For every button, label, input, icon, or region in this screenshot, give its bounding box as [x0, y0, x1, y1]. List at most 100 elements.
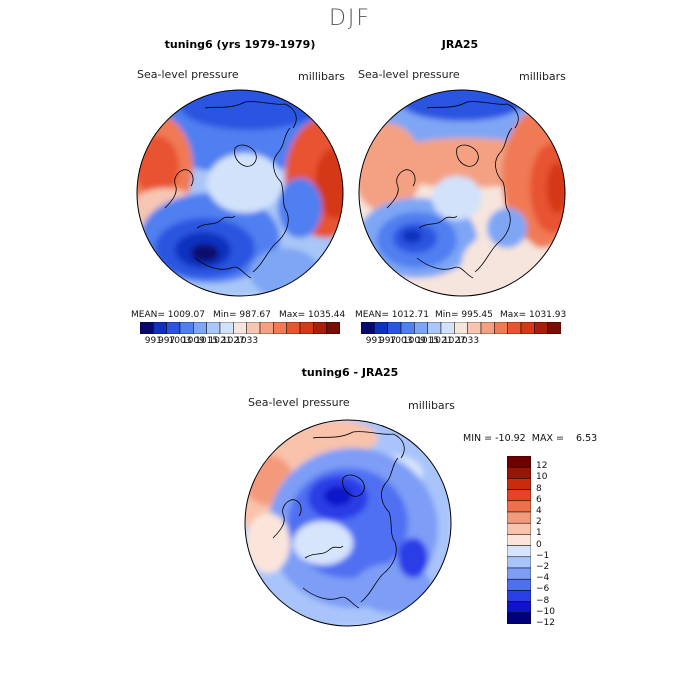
- colorbar-tick-label: 991: [365, 336, 383, 346]
- colorbar-tick-label: −2: [536, 562, 550, 572]
- panel-2-colorbar-labels: 991 997 1003 1009 1015 1021 1027 1033: [361, 336, 561, 348]
- panel-2-min: Min= 995.45: [435, 310, 493, 320]
- panel-1-field-label: Sea-level pressure: [137, 68, 239, 81]
- colorbar-swatch: [507, 489, 531, 502]
- colorbar-tick-label: 12: [536, 461, 548, 472]
- colorbar-swatch: [507, 500, 531, 513]
- colorbar-swatch: [507, 590, 531, 602]
- colorbar-tick-label: 8: [536, 483, 542, 494]
- colorbar-swatch: [494, 322, 508, 334]
- colorbar-swatch: [507, 534, 531, 546]
- colorbar-swatch: [179, 322, 194, 334]
- figure-title: DJF: [328, 6, 372, 31]
- colorbar-tick-label: 1033: [235, 336, 259, 346]
- diff-panel-polar-map: [244, 419, 452, 627]
- colorbar-tick-label: 1033: [456, 336, 480, 346]
- colorbar-swatch: [507, 545, 531, 558]
- colorbar-swatch: [374, 322, 388, 334]
- panel-1-colorbar: [140, 322, 340, 334]
- colorbar-swatch: [480, 322, 495, 334]
- colorbar-swatch: [507, 478, 531, 490]
- colorbar-tick-label: 1015: [195, 336, 219, 346]
- colorbar-swatch: [454, 322, 468, 334]
- panel-2-units-label: millibars: [519, 70, 566, 83]
- colorbar-swatch: [507, 522, 531, 535]
- panel-1-min: Min= 987.67: [213, 310, 271, 320]
- colorbar-tick-label: −4: [536, 573, 550, 584]
- colorbar-tick-label: 0: [536, 539, 542, 550]
- colorbar-tick-label: 1027: [221, 336, 245, 346]
- colorbar-tick-label: 1003: [389, 336, 413, 346]
- colorbar-swatch: [299, 322, 314, 334]
- colorbar-swatch: [507, 601, 531, 614]
- colorbar-tick-label: 1015: [416, 336, 440, 346]
- panel-2-title: JRA25: [441, 38, 479, 51]
- colorbar-swatch: [361, 322, 375, 334]
- colorbar-swatch: [153, 322, 167, 334]
- colorbar-swatch: [140, 322, 154, 334]
- panel-2-field-label: Sea-level pressure: [358, 68, 460, 81]
- colorbar-swatch: [233, 322, 247, 334]
- colorbar-swatch: [507, 322, 522, 334]
- colorbar-swatch: [507, 578, 531, 591]
- colorbar-swatch: [400, 322, 415, 334]
- panel-2-mean: MEAN= 1012.71: [355, 310, 429, 320]
- colorbar-swatch: [246, 322, 261, 334]
- colorbar-tick-label: 4: [536, 506, 542, 516]
- colorbar-tick-label: −1: [536, 550, 550, 561]
- colorbar-swatch: [507, 456, 531, 468]
- colorbar-swatch: [507, 511, 531, 524]
- colorbar-swatch: [440, 322, 455, 334]
- colorbar-tick-label: −10: [536, 606, 555, 617]
- colorbar-tick-label: 991: [144, 336, 162, 346]
- panel-1-polar-map: [136, 89, 344, 297]
- colorbar-tick-label: 1009: [181, 336, 205, 346]
- panel-2-max: Max= 1031.93: [500, 310, 567, 320]
- colorbar-tick-label: 1: [536, 528, 542, 539]
- colorbar-swatch: [507, 556, 531, 569]
- colorbar-tick-label: 1003: [168, 336, 192, 346]
- colorbar-tick-label: 6: [536, 494, 542, 505]
- colorbar-swatch: [414, 322, 428, 334]
- colorbar-swatch: [206, 322, 221, 334]
- colorbar-swatch: [273, 322, 287, 334]
- diff-panel-title: tuning6 - JRA25: [301, 366, 399, 379]
- colorbar-swatch: [547, 322, 561, 334]
- colorbar-swatch: [507, 567, 531, 580]
- panel-1-mean: MEAN= 1009.07: [131, 310, 205, 320]
- colorbar-tick-label: 1009: [402, 336, 426, 346]
- colorbar-swatch: [534, 322, 548, 334]
- colorbar-swatch: [286, 322, 301, 334]
- diff-panel-field-label: Sea-level pressure: [248, 396, 350, 409]
- panel-2-colorbar: [361, 322, 561, 334]
- diff-panel-minmax: MIN = -10.92 MAX = 6.53: [463, 433, 598, 444]
- panel-1-title: tuning6 (yrs 1979-1979): [164, 38, 316, 51]
- colorbar-swatch: [326, 322, 340, 334]
- colorbar-tick-label: −12: [536, 618, 555, 628]
- colorbar-swatch: [387, 322, 402, 334]
- colorbar-swatch: [259, 322, 274, 334]
- colorbar-tick-label: 1027: [442, 336, 466, 346]
- colorbar-tick-label: 997: [158, 336, 176, 346]
- panel-1-units-label: millibars: [298, 70, 345, 83]
- colorbar-swatch: [219, 322, 234, 334]
- colorbar-swatch: [507, 612, 531, 624]
- colorbar-tick-label: 997: [379, 336, 397, 346]
- colorbar-swatch: [313, 322, 327, 334]
- panel-1-max: Max= 1035.44: [279, 310, 346, 320]
- colorbar-swatch: [467, 322, 482, 334]
- colorbar-tick-label: −6: [536, 584, 550, 595]
- colorbar-swatch: [166, 322, 181, 334]
- panel-2-polar-map: [358, 89, 566, 297]
- panel-1-colorbar-labels: 991 997 1003 1009 1015 1021 1027 1033: [140, 336, 340, 348]
- colorbar-swatch: [427, 322, 442, 334]
- colorbar-tick-label: −8: [536, 595, 550, 606]
- colorbar-tick-label: 2: [536, 517, 542, 528]
- colorbar-tick-label: 1021: [208, 336, 232, 346]
- colorbar-swatch: [193, 322, 207, 334]
- colorbar-swatch: [507, 466, 531, 479]
- colorbar-swatch: [520, 322, 535, 334]
- diff-panel-units-label: millibars: [408, 399, 455, 412]
- colorbar-tick-label: 10: [536, 472, 548, 483]
- diff-panel-colorbar: [507, 456, 531, 624]
